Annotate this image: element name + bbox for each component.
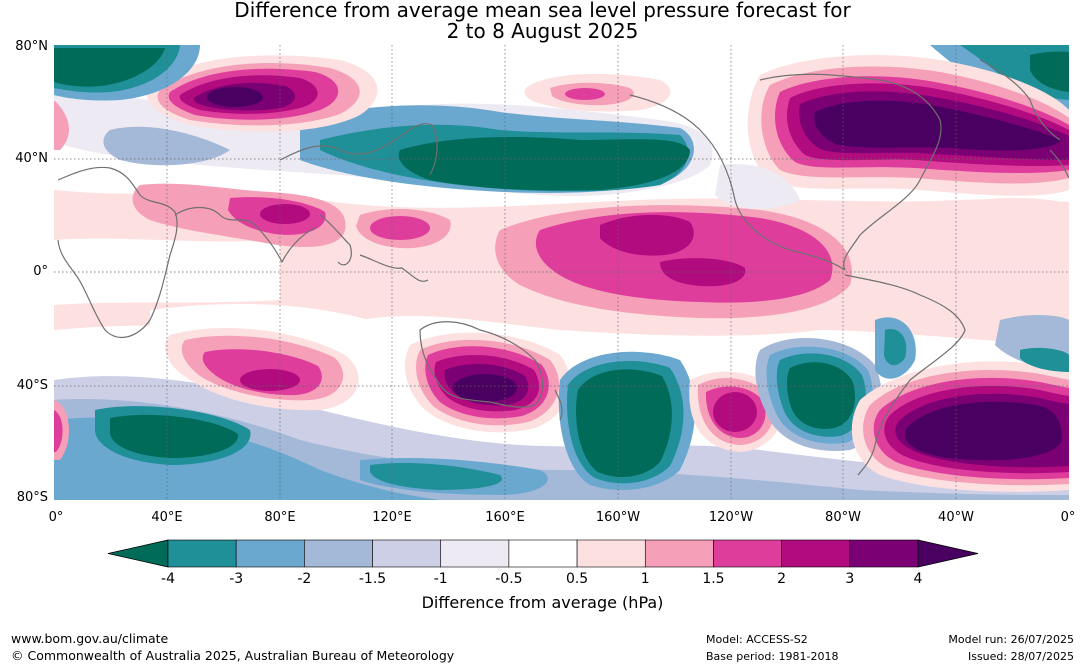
colorbar-tick-label: -1: [434, 571, 448, 587]
colorbar-swatch: [235, 539, 305, 568]
colorbar-swatch: [372, 539, 442, 568]
map-area: [54, 45, 1069, 500]
colorbar-tick-label: -2: [297, 571, 311, 587]
gridlines: [54, 45, 1069, 500]
colorbar-tick-label: 0.5: [566, 571, 588, 587]
footer-model: Model: ACCESS-S2: [706, 633, 808, 646]
southern-ocean-low: [54, 400, 251, 465]
anomaly-map: [54, 45, 1069, 500]
colorbar-tick-label: 3: [845, 571, 854, 587]
coastlines: [57, 59, 1069, 476]
colorbar-tick-label: 1.5: [702, 571, 724, 587]
lon-label-120w: 120°W: [708, 510, 754, 525]
chart-title: Difference from average mean sea level p…: [0, 0, 1085, 42]
tasman-high: [405, 332, 571, 433]
footer-base-period: Base period: 1981-2018: [706, 650, 839, 663]
colorbar-extend-high: [917, 539, 979, 568]
colorbar-swatch: [167, 539, 237, 568]
colorbar-swatch: [713, 539, 782, 568]
scandinavia-low: [54, 45, 200, 101]
colorbar-tick-label: 1: [641, 571, 650, 587]
lon-label-40e: 40°E: [151, 510, 183, 525]
lon-label-0-left: 0°: [48, 510, 64, 525]
south-pacific-low: [558, 351, 695, 490]
north-atlantic-high: [715, 55, 1069, 227]
colorbar-title: Difference from average (hPa): [421, 593, 664, 612]
lon-label-80w: 80°W: [825, 510, 861, 525]
footer-issued: Issued: 28/07/2025: [967, 650, 1074, 663]
lon-label-40w: 40°W: [938, 510, 974, 525]
colorbar-swatch: [508, 539, 578, 568]
footer-model-run: Model run: 26/07/2025: [948, 633, 1074, 646]
title-line-1: Difference from average mean sea level p…: [234, 0, 851, 22]
lat-label-80n: 80°N: [15, 39, 48, 54]
lon-label-80e: 80°E: [264, 510, 296, 525]
lon-label-160e: 160°E: [485, 510, 525, 525]
lon-label-120e: 120°E: [372, 510, 412, 525]
footer-website[interactable]: www.bom.gov.au/climate: [11, 631, 169, 646]
colorbar-tick-label: 4: [914, 571, 923, 587]
philippines-high: [356, 208, 451, 249]
aleutian-high: [524, 73, 671, 112]
lat-label-40n: 40°N: [15, 151, 48, 166]
lon-label-0-right: 0°: [1060, 510, 1076, 525]
lat-label-80s: 80°S: [16, 490, 48, 505]
colorbar-tick-label: -1.5: [359, 571, 386, 587]
south-america-low: [755, 317, 916, 451]
colorbar-swatch: [304, 539, 373, 568]
colorbar-tick-label: -0.5: [495, 571, 522, 587]
title-line-2: 2 to 8 August 2025: [446, 19, 639, 43]
india-high: [132, 183, 346, 247]
colorbar-tick-label: -4: [161, 571, 175, 587]
colorbar-extend-low: [107, 539, 169, 568]
colorbar-swatch: [644, 539, 714, 568]
lat-label-0: 0°: [33, 264, 48, 279]
colorbar-tick-label: -3: [229, 571, 243, 587]
colorbar-swatch: [781, 539, 851, 568]
footer-copyright: © Commonwealth of Australia 2025, Austra…: [11, 648, 455, 663]
indian-ocean-high: [165, 327, 359, 411]
siberia-high: [146, 55, 378, 132]
colorbar-swatch: [849, 539, 919, 568]
colorbar-swatch: [576, 539, 646, 568]
lon-label-160w: 160°W: [595, 510, 641, 525]
colorbar-swatch: [440, 539, 510, 568]
colorbar-tick-label: 2: [777, 571, 786, 587]
south-atlantic-high: [851, 315, 1069, 492]
lat-label-40s: 40°S: [16, 378, 48, 393]
colorbar: -4 -3 -2 -1.5 -1 -0.5 0.5 1 1.5 2 3 4: [107, 539, 979, 587]
